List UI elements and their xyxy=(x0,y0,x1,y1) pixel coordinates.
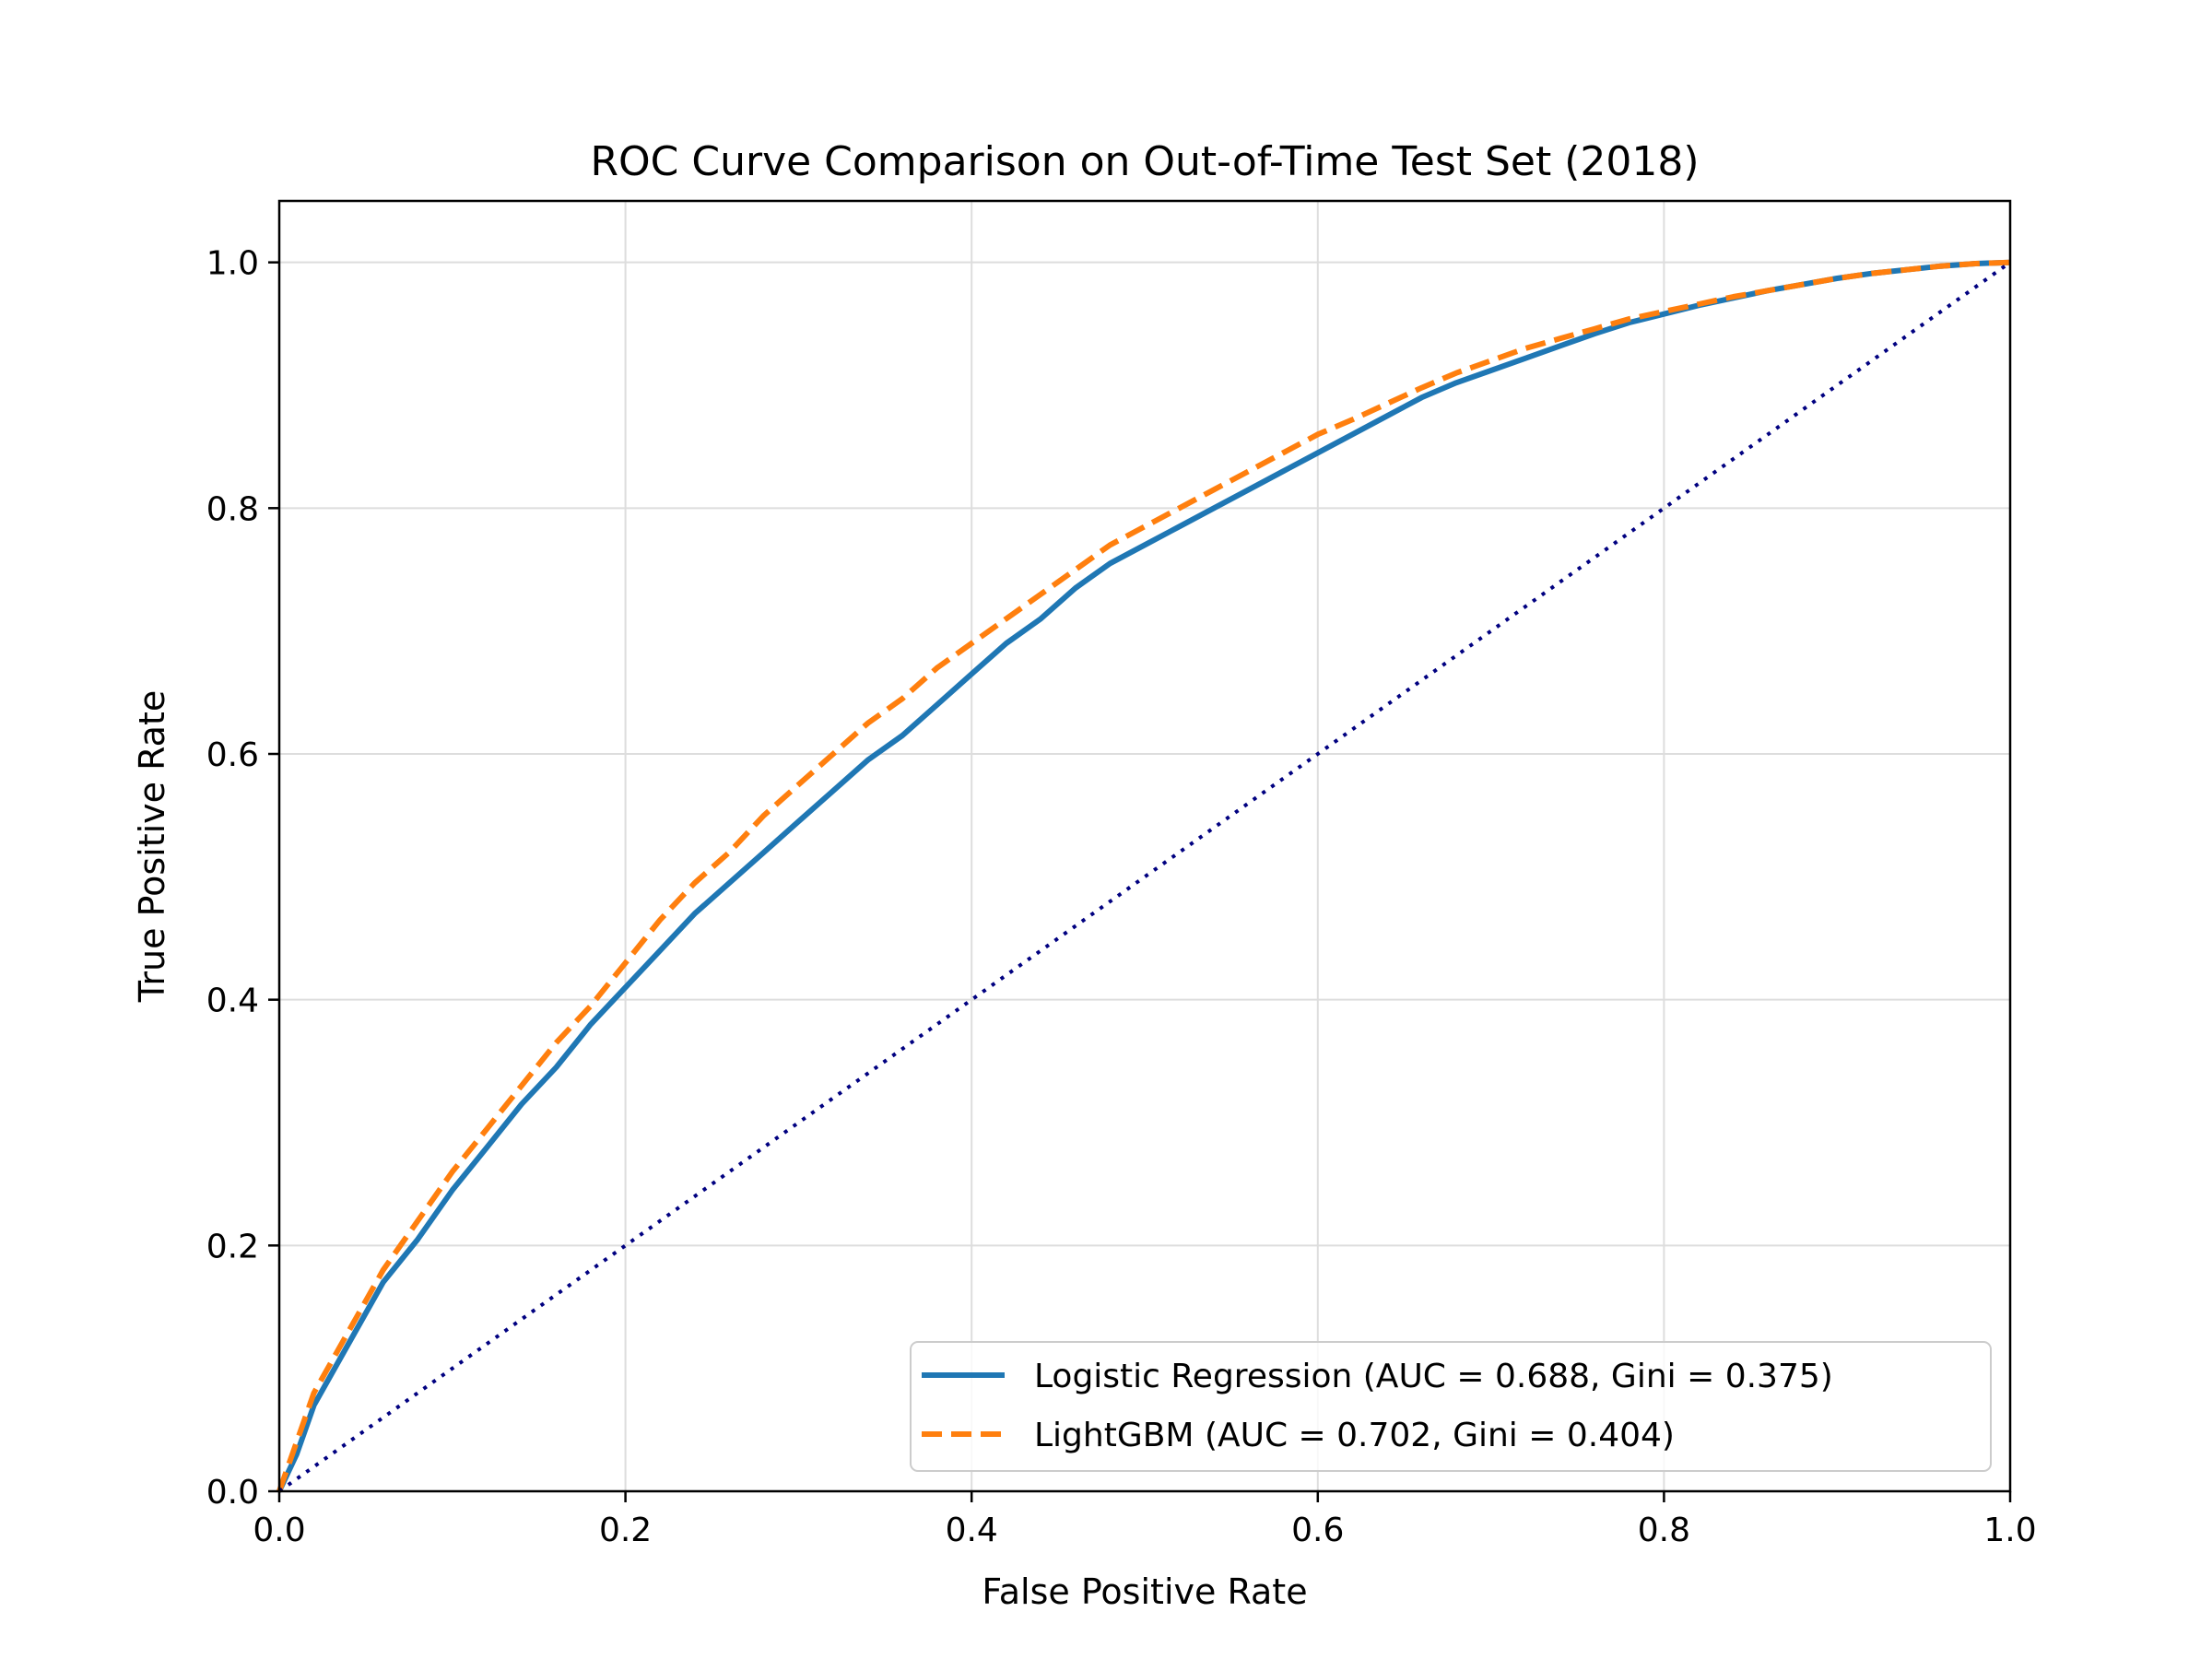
series-layer xyxy=(276,259,2012,1493)
y-tick-label: 0.4 xyxy=(206,982,259,1020)
grid xyxy=(279,201,2010,1491)
legend: Logistic Regression (AUC = 0.688, Gini =… xyxy=(910,1341,1992,1472)
x-tick-label: 0.2 xyxy=(599,1512,652,1549)
x-axis-label: False Positive Rate xyxy=(982,1571,1307,1612)
y-tick-label: 0.6 xyxy=(206,736,259,774)
y-tick-label: 0.8 xyxy=(206,490,259,528)
legend-label-logistic-regression: Logistic Regression (AUC = 0.688, Gini =… xyxy=(1034,1358,1833,1395)
x-tick-label: 0.8 xyxy=(1638,1512,1690,1549)
y-tick-label: 1.0 xyxy=(206,245,259,283)
plot-frame xyxy=(277,199,2012,1493)
x-tick-label: 0.6 xyxy=(1291,1512,1344,1549)
legend-label-lightgbm: LightGBM (AUC = 0.702, Gini = 0.404) xyxy=(1034,1417,1675,1454)
ticks: 0.0 0.2 0.4 0.6 0.8 1.0 0.0 0.2 0.4 0.6 0.8 1.0 xyxy=(206,245,2037,1549)
chart-title: ROC Curve Comparison on Out-of-Time Test… xyxy=(590,138,1699,185)
series-line-lightgbm xyxy=(276,259,2011,1492)
x-tick-label: 0.4 xyxy=(946,1512,998,1549)
y-tick-label: 0.2 xyxy=(206,1228,259,1265)
y-axis-label: True Positive Rate xyxy=(132,690,172,1004)
legend-box xyxy=(910,1341,1992,1472)
x-tick-label: 1.0 xyxy=(1983,1512,2036,1549)
x-tick-label: 0.0 xyxy=(253,1512,305,1549)
y-tick-label: 0.0 xyxy=(206,1474,259,1512)
